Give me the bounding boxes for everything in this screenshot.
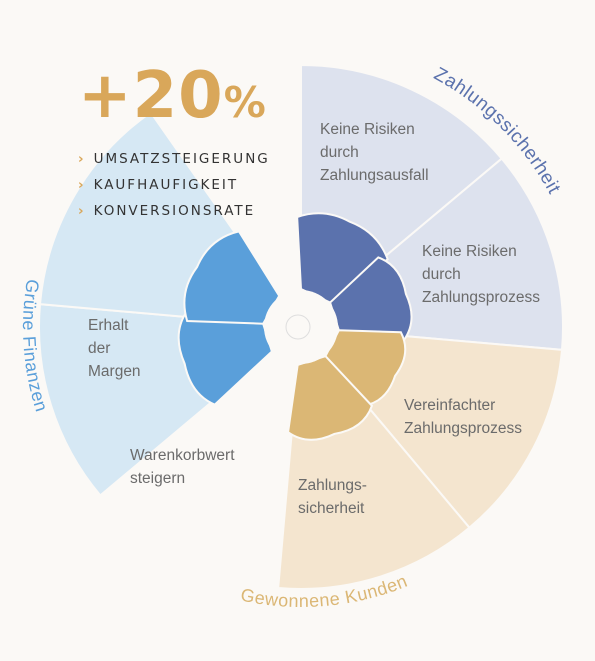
petal-1	[296, 212, 389, 304]
center-hub	[264, 290, 338, 364]
segment-label: Warenkorbwert steigern	[130, 447, 235, 487]
petal-2	[328, 256, 413, 341]
chevron-right-icon: ›	[78, 151, 86, 167]
chevron-right-icon: ›	[78, 203, 86, 219]
petal-6	[183, 230, 281, 325]
kpi-item: › KAUFHAUFIGKEIT	[78, 177, 239, 193]
petal-4	[287, 354, 374, 441]
segment-label: Erhalt der Margen	[88, 317, 141, 380]
segment-label: Vereinfachter Zahlungsprozess	[404, 397, 522, 437]
segment-label: Zahlungs-sicherheit	[298, 477, 367, 517]
segment-labels: Keine Risiken durch Zahlungsausfall Keine R…	[88, 121, 540, 517]
center-ring	[285, 314, 311, 340]
inner-petals	[177, 212, 413, 441]
kpi-list: › UMSATZSTEIGERUNG › KAUFHAUFIGKEIT › KONVE…	[78, 146, 270, 224]
segment-label: Keine Risiken durch Zahlungsprozess	[422, 243, 540, 306]
chevron-right-icon: ›	[78, 177, 86, 193]
headline-value: +20%	[78, 59, 267, 133]
petal-5	[177, 311, 274, 406]
headline: +20%	[78, 60, 267, 139]
kpi-item: › UMSATZSTEIGERUNG	[78, 151, 270, 167]
segment-label: Keine Risiken durch Zahlungsausfall	[320, 121, 429, 184]
kpi-item: › KONVERSIONSRATE	[78, 203, 256, 219]
